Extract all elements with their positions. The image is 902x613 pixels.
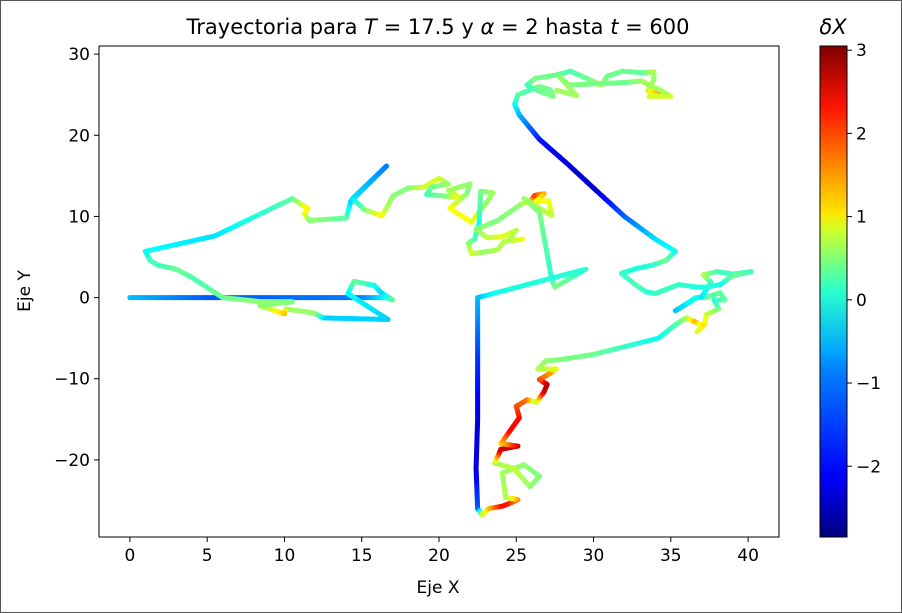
colorbar-label: δX: [819, 15, 847, 39]
y-tick-label: −20: [54, 451, 90, 471]
x-tick-label: 0: [124, 546, 135, 566]
x-axis: 0 5 10 15 20 25 30 35 40: [124, 537, 759, 566]
x-tick-label: 25: [505, 546, 527, 566]
trajectory-point: [554, 87, 560, 93]
colorbar-ticks: −2 −1 0 1 2 3: [847, 41, 881, 477]
colorbar-tick-label: 0: [856, 291, 867, 311]
y-axis-label: Eje Y: [15, 270, 35, 312]
y-axis: −20 −10 0 10 20 30: [54, 45, 99, 471]
y-tick-label: 20: [68, 126, 90, 146]
y-tick-label: −10: [54, 370, 90, 390]
y-tick-label: 0: [79, 289, 90, 309]
colorbar-tick-label: 1: [856, 208, 867, 228]
x-tick-label: 15: [351, 546, 373, 566]
x-tick-label: 5: [202, 546, 213, 566]
x-tick-label: 20: [428, 546, 450, 566]
y-tick-label: 10: [68, 207, 90, 227]
x-axis-label: Eje X: [417, 578, 460, 598]
plot-area-frame: [98, 45, 780, 538]
x-tick-label: 30: [583, 546, 605, 566]
chart-title: Trayectoria para T = 17.5 y α = 2 hasta …: [186, 15, 690, 39]
colorbar-tick-label: −1: [856, 374, 881, 394]
colorbar: [819, 45, 848, 538]
colorbar-tick-label: 2: [856, 124, 867, 144]
trajectory-points: [127, 68, 754, 518]
x-tick-label: 40: [737, 546, 759, 566]
colorbar-tick-label: 3: [856, 41, 867, 61]
colorbar-tick-label: −2: [856, 457, 881, 477]
x-tick-label: 35: [660, 546, 682, 566]
y-tick-label: 30: [68, 45, 90, 65]
x-tick-label: 10: [274, 546, 296, 566]
